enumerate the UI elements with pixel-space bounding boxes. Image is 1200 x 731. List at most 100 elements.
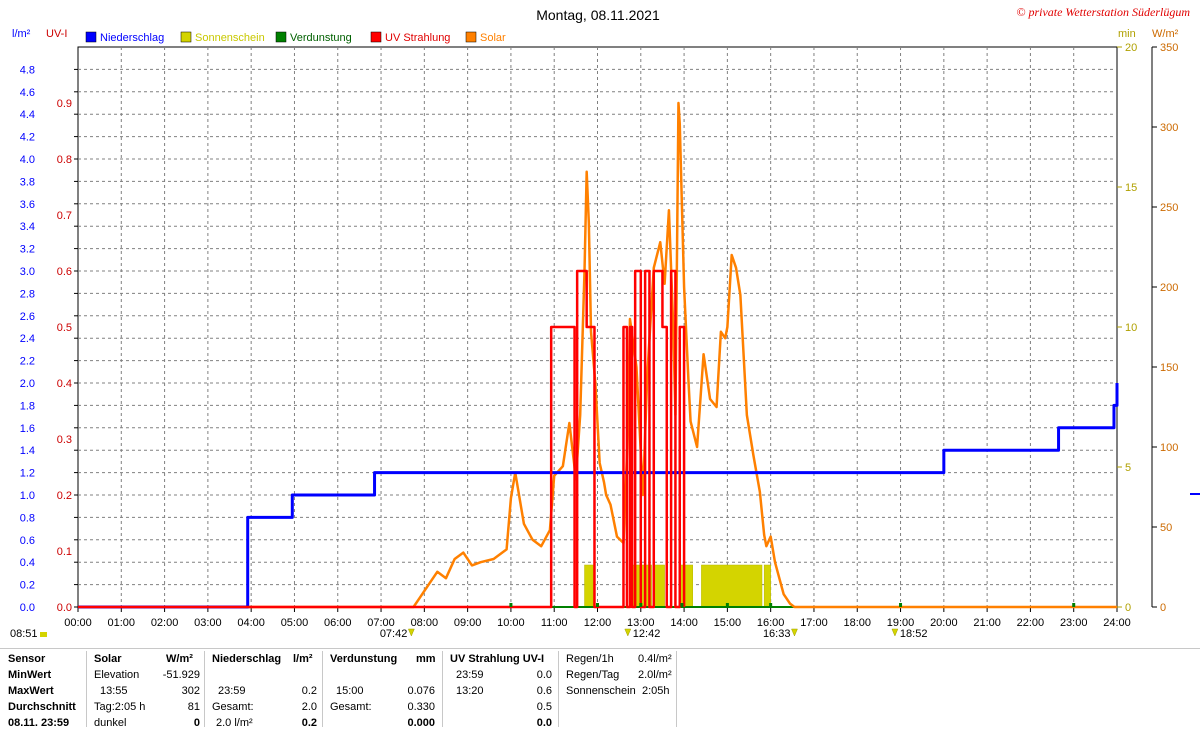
x-tick-label: 12:00 (584, 617, 612, 629)
sun-marker-icon (40, 632, 47, 637)
rain-total-label: Gesamt: (212, 701, 254, 713)
rain-tick-label: 1.0 (20, 490, 35, 502)
solar-header: Solar (94, 653, 122, 665)
uv-tick-label: 0.4 (57, 378, 72, 390)
legend-label-solar: Solar (480, 32, 506, 44)
solar-tick-label: 150 (1160, 362, 1178, 374)
series-line-uv-strahlung (78, 269, 686, 609)
extra-rain-day-value: 2.0l/m² (638, 669, 672, 681)
rain-tick-label: 4.8 (20, 64, 35, 76)
solar-tick-label: 50 (1160, 522, 1172, 534)
solar-max-label: 13:55 (100, 685, 128, 697)
solar-unit: W/m² (166, 653, 193, 665)
legend-label-uv-strahlung: UV Strahlung (385, 32, 450, 44)
separator (322, 651, 323, 727)
sunshine-bar (701, 564, 763, 608)
extra-sunshine-label: Sonnenschein (566, 685, 636, 697)
sunshine-bars (584, 564, 771, 608)
rain-tick-label: 4.4 (20, 109, 35, 121)
solar-avg-value: 81 (187, 701, 200, 713)
rain-tick-label: 0.8 (20, 512, 35, 524)
separator (558, 651, 559, 727)
uv-max-value: 0.6 (536, 685, 552, 697)
weather-chart: Montag, 08.11.2021 © private Wetterstati… (10, 5, 1200, 640)
x-tick-label: 11:00 (541, 617, 568, 629)
x-tick-label: 08:00 (411, 617, 439, 629)
sun-marker-icon (791, 628, 798, 637)
row-label-minwert: MinWert (8, 669, 52, 681)
solar-tick-label: 350 (1160, 42, 1178, 54)
rain-header: Niederschlag (212, 653, 282, 665)
x-tick-label: 01:00 (108, 617, 136, 629)
solar-max-value: 302 (181, 685, 200, 697)
legend: Niederschlag Sonnenschein Verdunstung UV… (85, 31, 506, 44)
x-tick-label: 10:00 (497, 617, 525, 629)
solar-tick-label: 200 (1160, 282, 1178, 294)
sunshine-unit-label: min (1118, 28, 1136, 40)
uv-current-value: 0.0 (536, 717, 552, 729)
rain-tick-label: 4.0 (20, 154, 35, 166)
separator (204, 651, 205, 727)
x-tick-label: 07:00 (367, 617, 395, 629)
sunshine-tick-label: 10 (1125, 322, 1137, 334)
x-tick-label: 18:00 (843, 617, 871, 629)
rain-tick-label: 3.6 (20, 199, 35, 211)
statistics-panel: Sensor MinWert MaxWert Durchschnitt 08.1… (0, 648, 1200, 729)
sunshine-bar (584, 564, 594, 608)
rain-tick-label: 1.8 (20, 400, 35, 412)
solar-tick-label: 250 (1160, 202, 1178, 214)
rain-tick-label: 2.6 (20, 311, 35, 323)
row-label-maxwert: MaxWert (8, 685, 54, 697)
sun-time-label: 18:52 (900, 628, 928, 640)
uv-tick-label: 0.9 (57, 98, 72, 110)
uv-tick-label: 0.1 (57, 546, 72, 558)
x-tick-label: 15:00 (714, 617, 742, 629)
sun-time-label: 12:42 (633, 628, 661, 640)
rain-tick-label: 2.2 (20, 356, 35, 368)
rain-total-value: 2.0 (301, 701, 317, 713)
solar-current-label: dunkel (94, 717, 127, 729)
solar-min-label: Elevation (94, 669, 140, 681)
sunshine-tick-label: 15 (1125, 182, 1137, 194)
legend-swatch-niederschlag (85, 31, 97, 43)
x-tick-label: 06:00 (324, 617, 352, 629)
x-tick-label: 02:00 (151, 617, 179, 629)
rain-tick-label: 0.6 (20, 535, 35, 547)
rain-tick-label: 0.4 (20, 557, 35, 569)
rain-current-label: 2.0 l/m² (216, 717, 253, 729)
extra-rain-hour-label: Regen/1h (566, 653, 614, 665)
left-time-label: 08:51 (10, 628, 38, 640)
uv-avg-value: 0.5 (536, 701, 552, 713)
separator (86, 651, 87, 727)
solar-tick-label: 300 (1160, 122, 1178, 134)
extra-sunshine-value: 2:05h (642, 685, 670, 697)
legend-label-sonnenschein: Sonnenschein (195, 32, 265, 44)
current-rain-marker (1190, 493, 1200, 495)
sun-marker-icon (624, 628, 632, 637)
sunshine-bar (653, 564, 665, 608)
uv-header: UV Strahlung UV-I (450, 653, 545, 665)
row-label-datetime: 08.11. 23:59 (8, 717, 70, 729)
x-tick-label: 22:00 (1017, 617, 1045, 629)
sunshine-tick-label: 20 (1125, 42, 1137, 54)
series (78, 101, 1119, 609)
rain-unit-label: l/m² (12, 28, 31, 40)
sun-marker-icon (407, 628, 415, 637)
legend-swatch-sonnenschein (180, 31, 192, 43)
rain-tick-label: 1.4 (20, 445, 35, 457)
series-line-niederschlag (78, 383, 1119, 609)
x-tick-label: 09:00 (454, 617, 482, 629)
x-tick-label: 00:00 (64, 617, 92, 629)
evap-max-value: 0.076 (407, 685, 435, 697)
chart-title: Montag, 08.11.2021 (536, 7, 660, 23)
uv-tick-label: 0.5 (57, 322, 72, 334)
x-tick-label: 03:00 (194, 617, 222, 629)
x-tick-label: 13:00 (627, 617, 655, 629)
solar-tick-label: 0 (1160, 602, 1166, 614)
rain-tick-label: 2.4 (20, 333, 35, 345)
solar-min-value: -51.929 (162, 669, 200, 681)
evap-total-label: Gesamt: (330, 701, 372, 713)
row-label-sensor: Sensor (8, 653, 46, 665)
evap-current-value: 0.000 (407, 717, 435, 729)
rain-tick-label: 3.2 (20, 244, 35, 256)
